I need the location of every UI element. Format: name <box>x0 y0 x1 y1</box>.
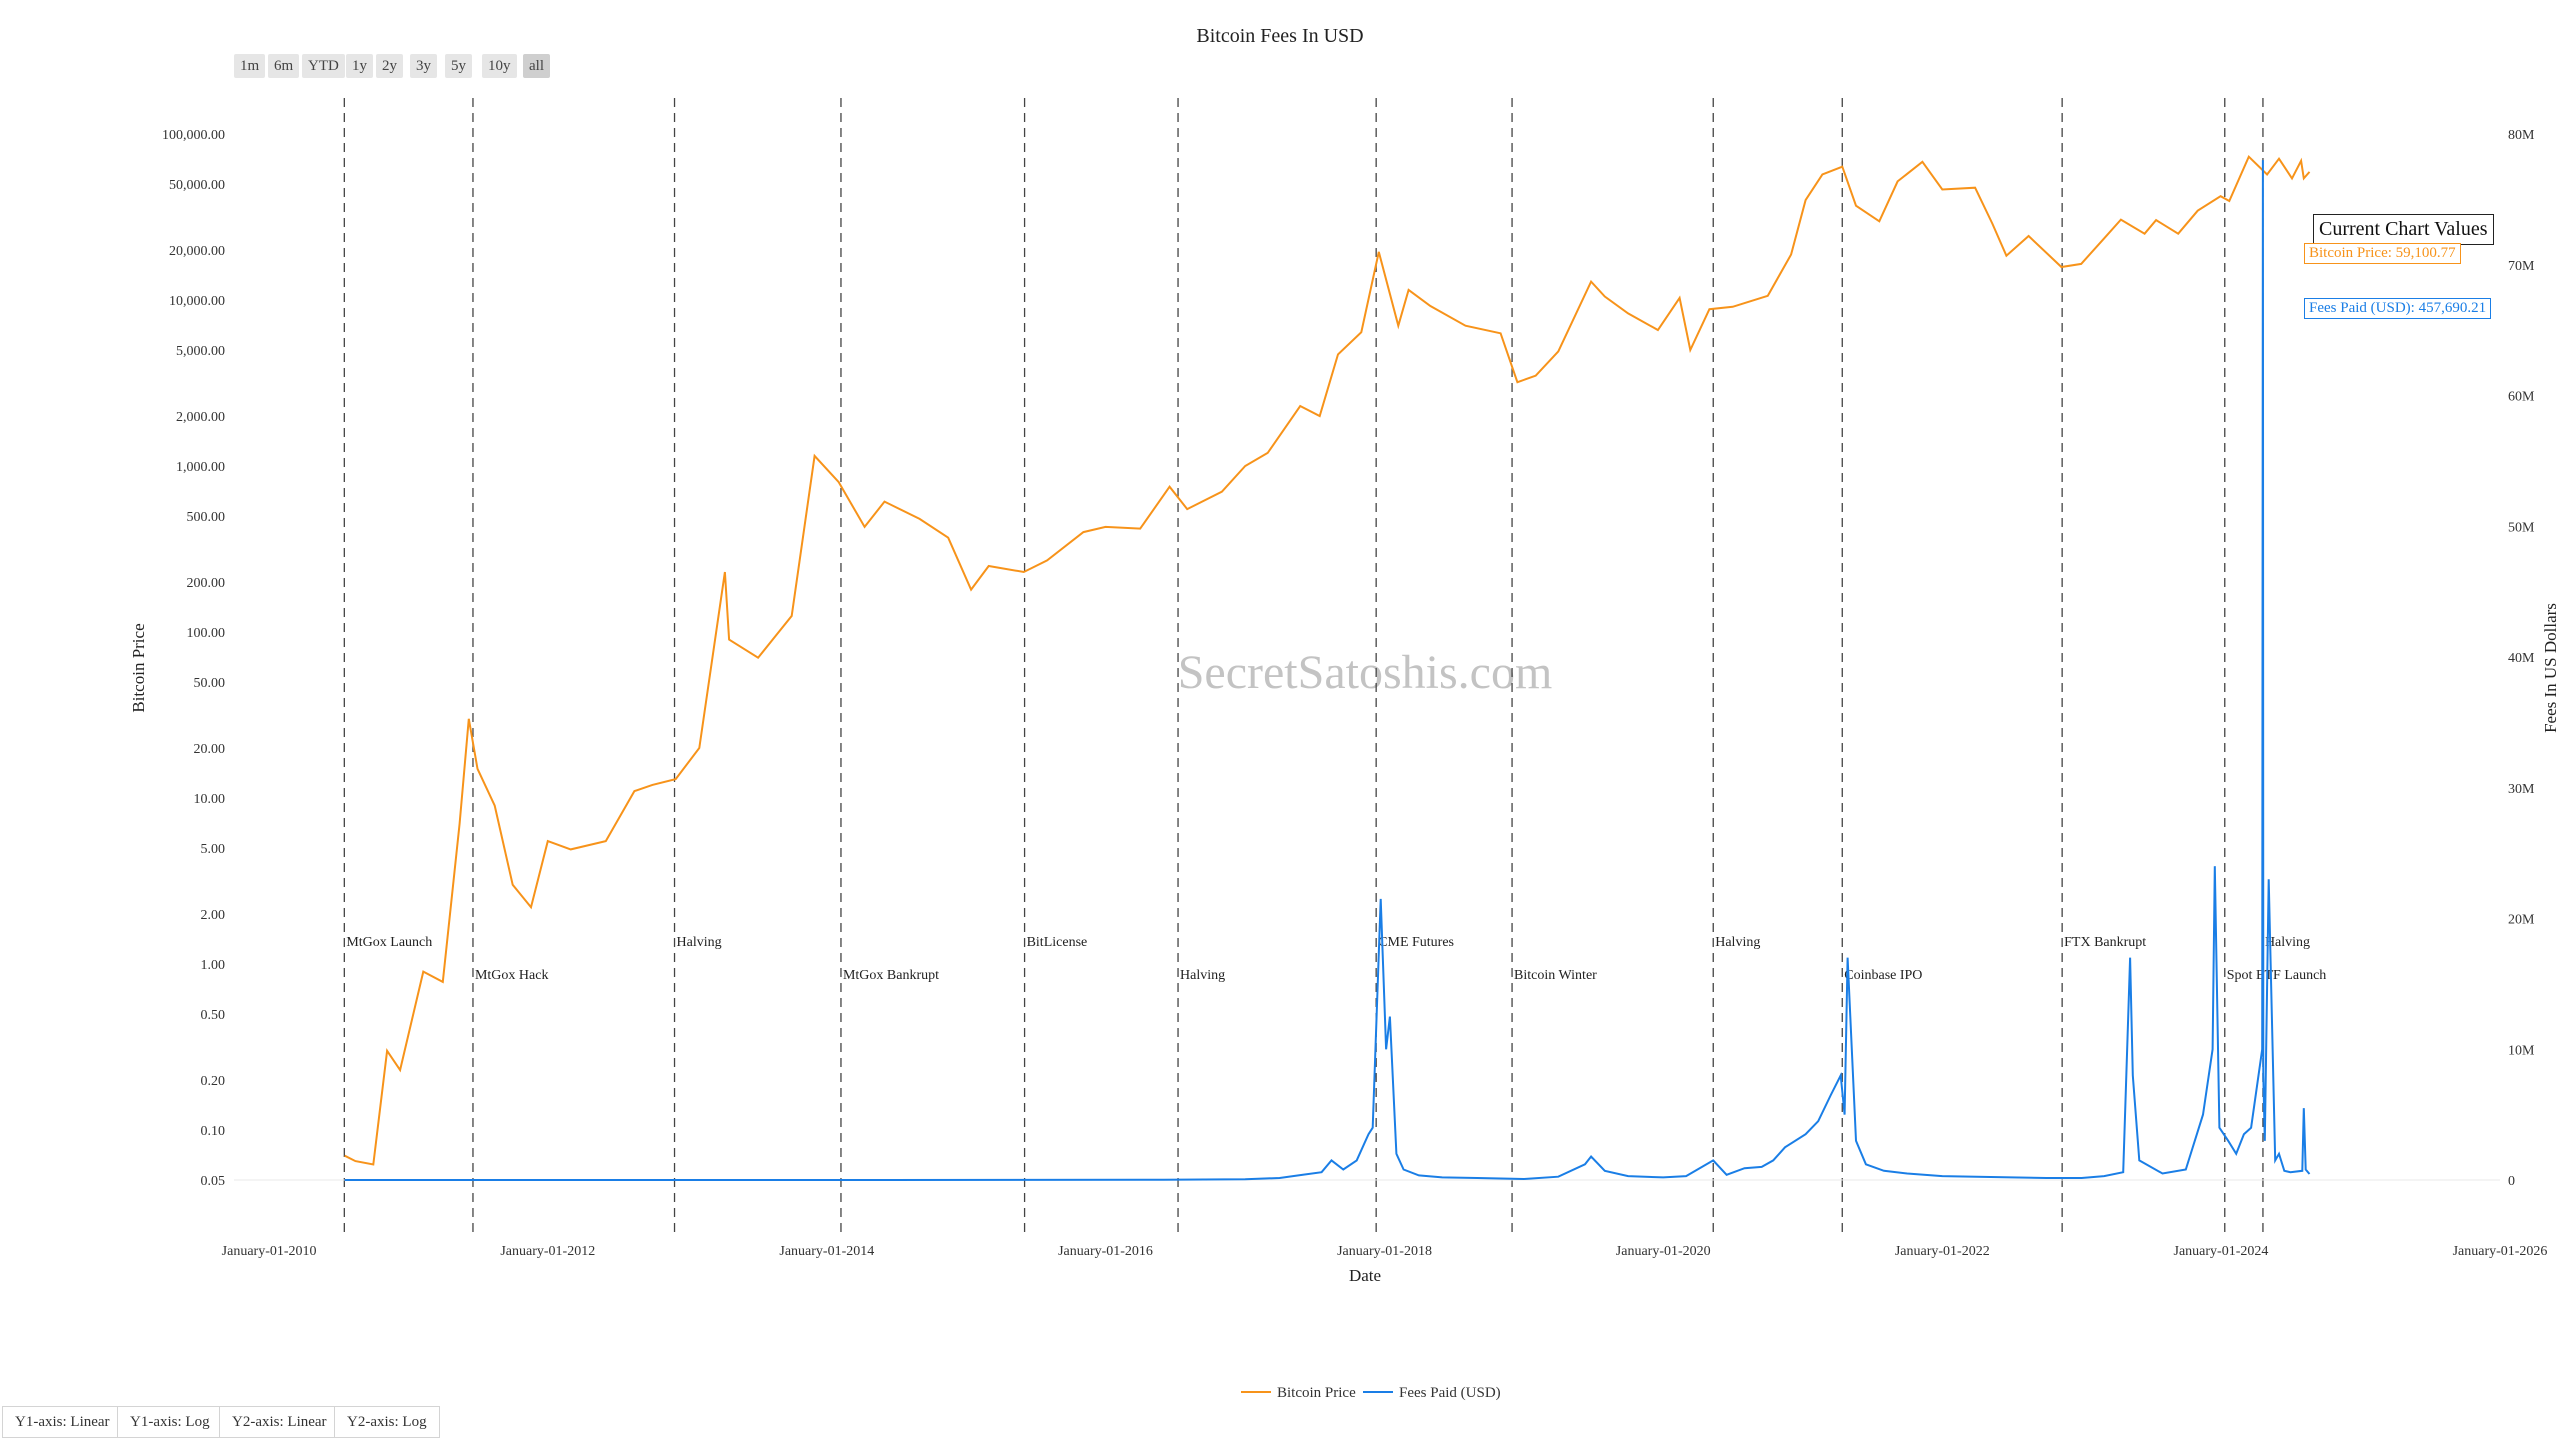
y1-tick-label: 200.00 <box>187 576 226 591</box>
watermark: SecretSatoshis.com <box>1178 646 1553 699</box>
y1-tick-label: 20.00 <box>194 742 226 757</box>
range-button-ytd[interactable]: YTD <box>302 54 345 78</box>
event-label: FTX Bankrupt <box>2064 935 2146 950</box>
x-tick-label: January-01-2022 <box>1895 1244 1990 1259</box>
y1-tick-label: 0.50 <box>201 1008 226 1023</box>
event-label: BitLicense <box>1027 935 1088 950</box>
event-label: Halving <box>1715 935 1760 950</box>
y1-tick-label: 0.05 <box>201 1174 226 1189</box>
event-label: Halving <box>2265 935 2310 950</box>
range-button-2y[interactable]: 2y <box>376 54 403 78</box>
legend: Bitcoin Price Fees Paid (USD) <box>1241 1385 1501 1401</box>
fees-series-line <box>344 160 2311 1181</box>
event-label: MtGox Bankrupt <box>843 968 939 983</box>
legend-price-label: Bitcoin Price <box>1277 1385 1356 1401</box>
y1-tick-label: 5.00 <box>201 842 226 857</box>
y1-tick-label: 100.00 <box>187 626 226 641</box>
y2-tick-label: 60M <box>2508 390 2535 405</box>
range-button-3y[interactable]: 3y <box>410 54 437 78</box>
range-button-1m[interactable]: 1m <box>234 54 266 78</box>
chart-title: Bitcoin Fees In USD <box>1196 25 1363 47</box>
current-price-value: Bitcoin Price: 59,100.77 <box>2304 243 2461 264</box>
y1-tick-label: 0.20 <box>201 1074 226 1089</box>
x-tick-label: January-01-2026 <box>2453 1244 2548 1259</box>
current-values-title: Current Chart Values <box>2313 214 2494 245</box>
event-label: MtGox Launch <box>346 935 432 950</box>
range-button-10y[interactable]: 10y <box>482 54 517 78</box>
y1-tick-label: 100,000.00 <box>162 128 225 143</box>
y1-axis-ticks: 100,000.00 50,000.00 20,000.00 10,000.00 5,0… <box>162 128 225 1189</box>
y1-tick-label: 2.00 <box>201 908 226 923</box>
x-tick-label: January-01-2014 <box>779 1244 874 1259</box>
y1-tick-label: 2,000.00 <box>176 410 225 425</box>
y2-tick-label: 80M <box>2508 128 2535 143</box>
y2-tick-label: 40M <box>2508 651 2535 666</box>
x-tick-label: January-01-2024 <box>2174 1244 2269 1259</box>
y1-axis-label: Bitcoin Price <box>129 623 148 712</box>
range-button-6m[interactable]: 6m <box>268 54 300 78</box>
y1-tick-label: 50.00 <box>194 676 226 691</box>
y2-tick-label: 20M <box>2508 913 2535 928</box>
y2-tick-label: 50M <box>2508 520 2535 535</box>
y1-tick-label: 10.00 <box>194 792 226 807</box>
x-tick-label: January-01-2016 <box>1058 1244 1153 1259</box>
event-label: Spot ETF Launch <box>2227 968 2327 983</box>
y2-tick-label: 30M <box>2508 782 2535 797</box>
x-axis-ticks: January-01-2010 January-01-2012 January-01… <box>222 1244 2548 1259</box>
y2-tick-label: 0 <box>2508 1174 2515 1189</box>
event-label: Coinbase IPO <box>1844 968 1922 983</box>
x-tick-label: January-01-2012 <box>500 1244 595 1259</box>
y2-axis-label: Fees In US Dollars <box>2541 603 2560 733</box>
x-tick-label: January-01-2020 <box>1616 1244 1711 1259</box>
event-lines: MtGox Launch MtGox Hack Halving MtGox Bankr… <box>343 98 2327 1238</box>
x-tick-label: January-01-2010 <box>222 1244 317 1259</box>
legend-fees-label: Fees Paid (USD) <box>1399 1385 1501 1401</box>
y1-tick-label: 50,000.00 <box>169 178 225 193</box>
y1-tick-label: 0.10 <box>201 1124 226 1139</box>
y2-axis-log-button[interactable]: Y2-axis: Log <box>334 1406 440 1438</box>
y1-axis-log-button[interactable]: Y1-axis: Log <box>117 1406 223 1438</box>
y2-axis-ticks: 0 10M 20M 30M 40M 50M 60M 70M 80M <box>2508 128 2535 1189</box>
y1-axis-linear-button[interactable]: Y1-axis: Linear <box>2 1406 123 1438</box>
y1-tick-label: 20,000.00 <box>169 244 225 259</box>
event-label: Halving <box>677 935 722 950</box>
y1-tick-label: 1.00 <box>201 958 226 973</box>
event-label: Bitcoin Winter <box>1514 968 1597 983</box>
price-series-line <box>344 154 2311 1166</box>
y1-tick-label: 1,000.00 <box>176 460 225 475</box>
y2-axis-linear-button[interactable]: Y2-axis: Linear <box>219 1406 340 1438</box>
range-button-all[interactable]: all <box>523 54 550 78</box>
range-button-5y[interactable]: 5y <box>445 54 472 78</box>
y2-tick-label: 70M <box>2508 259 2535 274</box>
x-tick-label: January-01-2018 <box>1337 1244 1432 1259</box>
y1-tick-label: 500.00 <box>187 510 226 525</box>
event-label: MtGox Hack <box>475 968 549 983</box>
y1-tick-label: 5,000.00 <box>176 344 225 359</box>
y1-tick-label: 10,000.00 <box>169 294 225 309</box>
x-axis-label: Date <box>1349 1266 1381 1285</box>
range-button-1y[interactable]: 1y <box>346 54 373 78</box>
event-label: Halving <box>1180 968 1225 983</box>
current-fees-value: Fees Paid (USD): 457,690.21 <box>2304 298 2492 319</box>
y2-tick-label: 10M <box>2508 1043 2535 1058</box>
event-label: CME Futures <box>1378 935 1454 950</box>
